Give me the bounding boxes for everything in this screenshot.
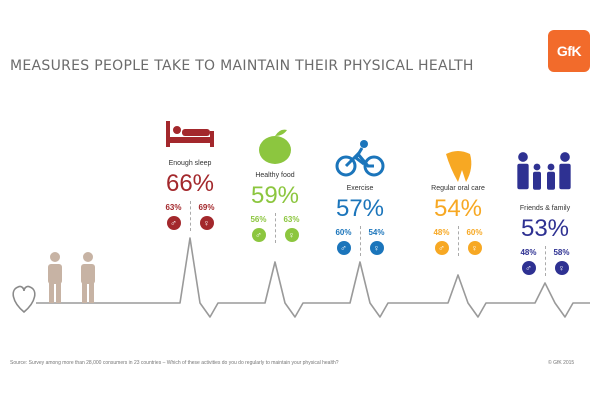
apple-icon	[259, 129, 291, 164]
category-friends-family: Friends & family 53% 48% ♂ 58% ♀	[495, 205, 595, 278]
female-symbol-icon: ♀	[199, 215, 214, 230]
female-stat: 60% ♀	[462, 228, 488, 255]
male-percentage: 48%	[433, 227, 450, 237]
category-exercise: Exercise 57% 60% ♂ 54% ♀	[310, 185, 410, 258]
bicycle-icon	[335, 140, 385, 177]
bed-icon	[166, 121, 214, 147]
source-note: Source: Survey among more than 28,000 co…	[10, 360, 339, 366]
female-symbol-icon: ♀	[467, 240, 482, 255]
male-stat: 56% ♂	[246, 215, 272, 242]
male-percentage: 48%	[520, 247, 537, 257]
heartbeat-line	[36, 237, 590, 318]
total-percentage: 57%	[335, 195, 385, 222]
female-percentage: 58%	[553, 247, 570, 257]
female-symbol-icon: ♀	[284, 227, 299, 242]
male-stat: 63% ♂	[161, 203, 187, 230]
page-title: MEASURES PEOPLE TAKE TO MAINTAIN THEIR P…	[10, 58, 474, 74]
person-right-icon	[81, 252, 95, 303]
female-percentage: 60%	[466, 227, 483, 237]
category-label: Healthy food	[255, 172, 295, 179]
category-label: Enough sleep	[168, 160, 212, 167]
male-stat: 60% ♂	[331, 228, 357, 255]
gender-split: 63% ♂ 69% ♀	[140, 199, 240, 233]
male-percentage: 60%	[335, 227, 352, 237]
category-label: Regular oral care	[431, 185, 485, 192]
split-divider	[359, 226, 361, 256]
copyright-note: © GfK 2015	[548, 360, 575, 366]
female-percentage: 63%	[283, 214, 300, 224]
male-percentage: 63%	[165, 202, 182, 212]
gender-split: 60% ♂ 54% ♀	[310, 224, 410, 258]
gender-split: 48% ♂ 60% ♀	[408, 224, 508, 258]
female-percentage: 54%	[368, 227, 385, 237]
male-symbol-icon: ♂	[251, 227, 266, 242]
category-label: Friends & family	[519, 205, 571, 212]
total-percentage: 53%	[520, 215, 570, 242]
female-percentage: 69%	[198, 202, 215, 212]
female-stat: 58% ♀	[549, 248, 575, 275]
split-divider	[544, 246, 546, 276]
tooth-icon	[446, 151, 472, 182]
category-enough-sleep: Enough sleep 66% 63% ♂ 69% ♀	[140, 160, 240, 233]
female-symbol-icon: ♀	[554, 260, 569, 275]
male-symbol-icon: ♂	[434, 240, 449, 255]
female-symbol-icon: ♀	[369, 240, 384, 255]
gfk-logo: GfK	[548, 30, 590, 72]
male-symbol-icon: ♂	[521, 260, 536, 275]
female-stat: 69% ♀	[194, 203, 220, 230]
gender-split: 48% ♂ 58% ♀	[495, 244, 595, 278]
heart-icon	[12, 285, 36, 314]
total-percentage: 59%	[250, 182, 300, 209]
split-divider	[274, 213, 276, 243]
total-percentage: 54%	[433, 195, 483, 222]
category-regular-oral-care: Regular oral care 54% 48% ♂ 60% ♀	[408, 185, 508, 258]
person-left-icon	[48, 252, 62, 303]
male-stat: 48% ♂	[516, 248, 542, 275]
male-symbol-icon: ♂	[166, 215, 181, 230]
category-healthy-food: Healthy food 59% 56% ♂ 63% ♀	[225, 172, 325, 245]
gender-split: 56% ♂ 63% ♀	[225, 211, 325, 245]
male-symbol-icon: ♂	[336, 240, 351, 255]
family-icon	[517, 152, 571, 190]
split-divider	[189, 201, 191, 231]
female-stat: 63% ♀	[279, 215, 305, 242]
category-label: Exercise	[346, 185, 374, 192]
male-percentage: 56%	[250, 214, 267, 224]
female-stat: 54% ♀	[364, 228, 390, 255]
total-percentage: 66%	[165, 170, 215, 197]
male-stat: 48% ♂	[429, 228, 455, 255]
split-divider	[457, 226, 459, 256]
